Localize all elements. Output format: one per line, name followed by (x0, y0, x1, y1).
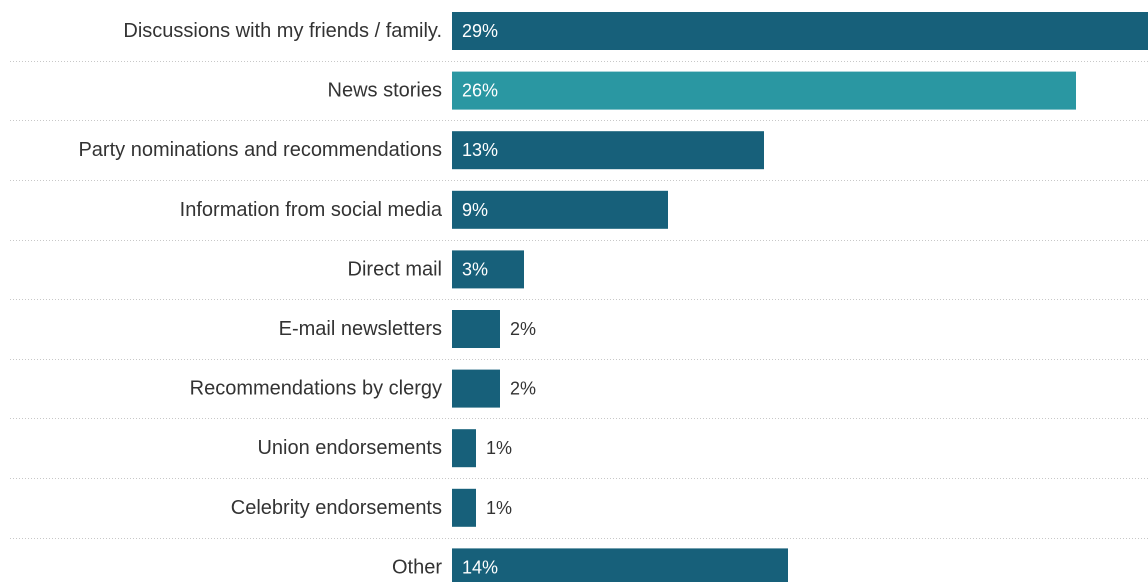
bar-5 (452, 250, 524, 289)
labels: Discussions with my friends / family. 29%… (78, 20, 536, 578)
value-label: 14% (462, 557, 498, 577)
bar-10 (452, 548, 788, 582)
category-label: Party nominations and recommendations (78, 139, 442, 161)
bar-7 (452, 369, 500, 408)
category-label: Information from social media (180, 199, 443, 221)
category-label: News stories (328, 80, 442, 102)
category-label: Recommendations by clergy (190, 378, 442, 400)
value-label: 29% (462, 21, 498, 41)
value-label: 2% (510, 379, 536, 399)
value-label: 2% (510, 319, 536, 339)
bar-2 (452, 71, 1076, 110)
bar-3 (452, 131, 764, 170)
category-label: Union endorsements (257, 437, 442, 459)
bar-1 (452, 12, 1148, 50)
category-label: Direct mail (348, 258, 442, 280)
bar-4 (452, 190, 668, 229)
bar-8 (452, 429, 476, 468)
value-label: 1% (486, 438, 512, 458)
bar-6 (452, 310, 500, 348)
value-label: 13% (462, 140, 498, 160)
gridlines (10, 61, 1148, 539)
category-label: E-mail newsletters (279, 318, 442, 340)
category-label: Celebrity endorsements (231, 497, 442, 519)
bars (452, 12, 1148, 582)
category-label: Other (392, 556, 442, 578)
value-label: 1% (486, 498, 512, 518)
value-label: 3% (462, 259, 488, 279)
category-label: Discussions with my friends / family. (123, 20, 442, 42)
value-label: 9% (462, 200, 488, 220)
bar-9 (452, 488, 476, 527)
value-label: 26% (462, 81, 498, 101)
